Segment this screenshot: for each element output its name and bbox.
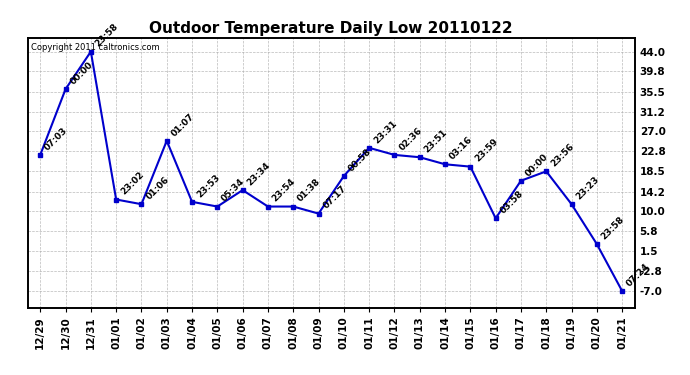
Text: 02:36: 02:36: [397, 126, 424, 152]
Text: 23:31: 23:31: [372, 118, 399, 145]
Text: 03:58: 03:58: [498, 189, 525, 216]
Text: 05:34: 05:34: [220, 177, 247, 204]
Text: 23:02: 23:02: [119, 170, 146, 197]
Text: 01:38: 01:38: [296, 177, 322, 204]
Text: 00:00: 00:00: [68, 60, 95, 86]
Text: 23:34: 23:34: [246, 160, 272, 188]
Text: 23:23: 23:23: [574, 175, 601, 201]
Text: 01:07: 01:07: [170, 111, 196, 138]
Text: 07:17: 07:17: [322, 184, 348, 211]
Text: 23:53: 23:53: [195, 172, 221, 199]
Text: 00:00: 00:00: [524, 152, 550, 178]
Text: 00:58: 00:58: [346, 147, 373, 173]
Text: 23:54: 23:54: [270, 177, 297, 204]
Text: 01:06: 01:06: [144, 175, 170, 201]
Text: 23:56: 23:56: [549, 142, 575, 168]
Text: 07:03: 07:03: [43, 126, 70, 152]
Text: Copyright 2011 caltronics.com: Copyright 2011 caltronics.com: [30, 43, 159, 52]
Text: 07:24: 07:24: [625, 262, 651, 288]
Text: 03:16: 03:16: [448, 135, 474, 162]
Text: 23:58: 23:58: [94, 22, 120, 49]
Title: Outdoor Temperature Daily Low 20110122: Outdoor Temperature Daily Low 20110122: [150, 21, 513, 36]
Text: 23:51: 23:51: [422, 128, 449, 154]
Text: 23:59: 23:59: [473, 137, 500, 164]
Text: 23:58: 23:58: [600, 215, 627, 242]
